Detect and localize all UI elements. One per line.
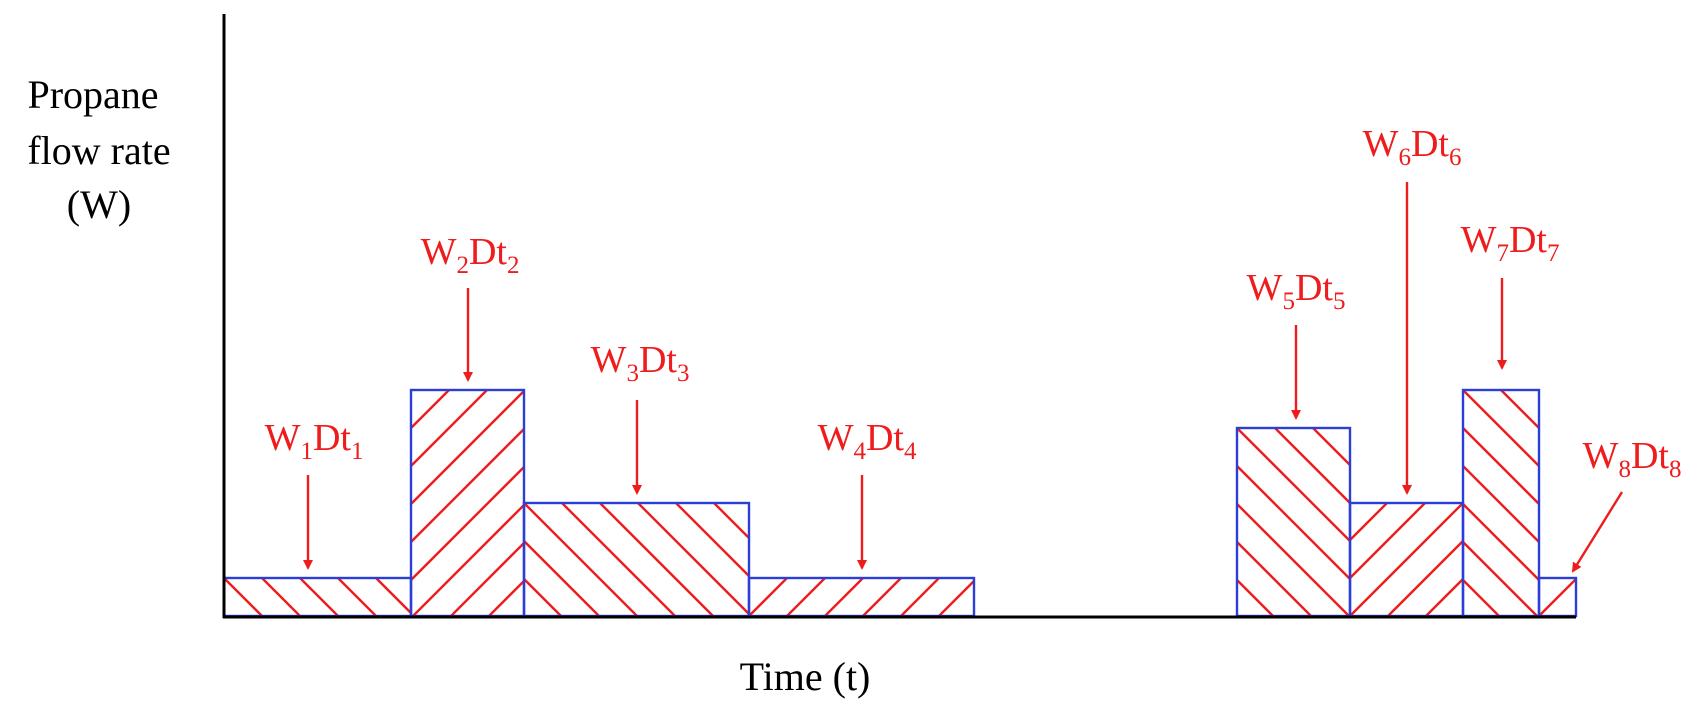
annotation-arrows xyxy=(303,182,1624,573)
term-labels: W1Dt1 W2Dt2 W3Dt3 W4Dt4 W5Dt5 W6Dt6 W7Dt… xyxy=(265,123,1682,483)
term-label-4: W4Dt4 xyxy=(818,417,917,465)
bar-7 xyxy=(1461,388,1541,618)
bar-6 xyxy=(1348,501,1465,618)
bar-8 xyxy=(1537,576,1578,618)
y-axis-label-line-1: Propane xyxy=(27,72,158,117)
term-label-8: W8Dt8 xyxy=(1583,435,1682,483)
x-axis-label: Time (t) xyxy=(740,654,871,699)
term-label-2: W2Dt2 xyxy=(421,231,520,279)
bar-4 xyxy=(747,576,976,618)
bar-2 xyxy=(409,388,526,618)
term-label-6: W6Dt6 xyxy=(1363,123,1462,171)
term-label-5: W5Dt5 xyxy=(1247,267,1346,315)
y-axis-label-line-3: (W) xyxy=(67,182,131,227)
y-axis-label: Propane flow rate (W) xyxy=(27,72,170,227)
arrow-8 xyxy=(1571,491,1624,573)
bar-1 xyxy=(222,576,413,618)
term-label-7: W7Dt7 xyxy=(1461,219,1560,267)
term-label-3: W3Dt3 xyxy=(591,339,690,387)
term-label-1: W1Dt1 xyxy=(265,417,364,465)
axes xyxy=(222,14,1576,619)
y-axis-label-line-2: flow rate xyxy=(27,128,170,173)
